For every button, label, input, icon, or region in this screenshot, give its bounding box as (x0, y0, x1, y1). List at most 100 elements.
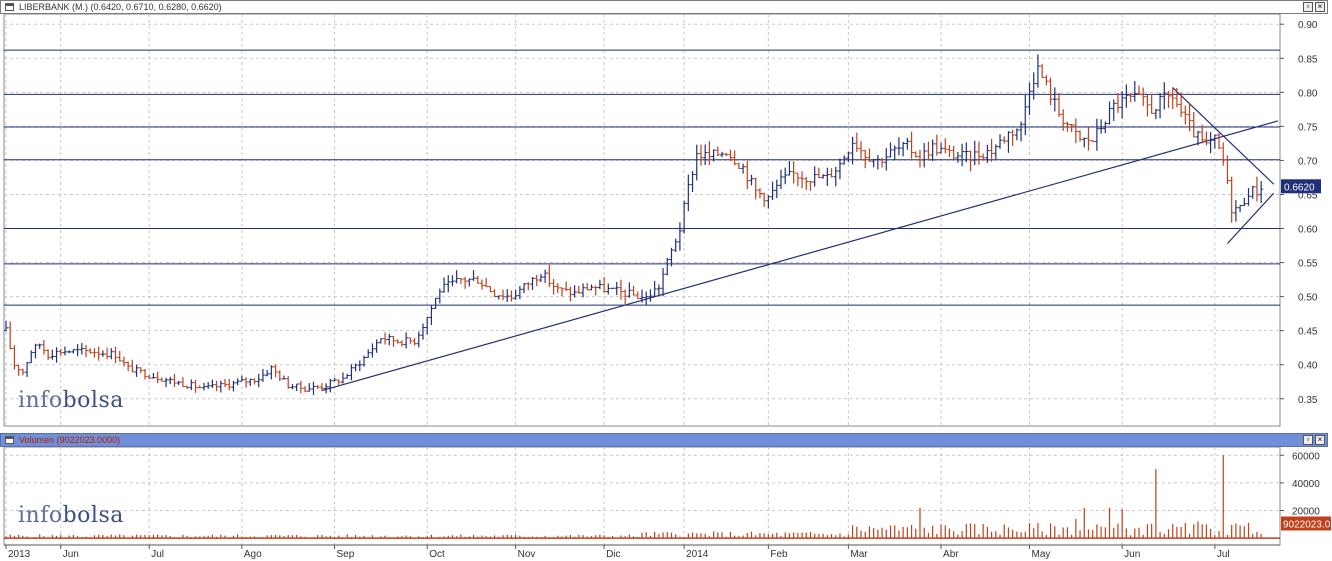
price-ohlc-bar (273, 364, 278, 378)
price-ohlc-bar (1010, 129, 1015, 147)
price-ohlc-bar (16, 364, 21, 376)
price-ohlc-bar (922, 143, 927, 168)
price-ohlc-bar (391, 335, 396, 347)
price-ohlc-bar (774, 179, 779, 199)
price-ohlc-bar (859, 141, 864, 161)
price-ohlc-bar (770, 181, 775, 201)
volume-last-label: 9022023.0 (1283, 519, 1331, 530)
price-ohlc-bar (517, 286, 522, 300)
price-ohlc-bar (46, 349, 51, 361)
price-ohlc-bar (589, 284, 594, 291)
price-ohlc-bar (652, 280, 657, 297)
price-ohlc-bar (711, 149, 716, 162)
price-ohlc-bar (543, 269, 548, 283)
price-ohlc-bar (1094, 118, 1099, 151)
price-ohlc-bar (635, 291, 640, 299)
price-ohlc-bar (387, 333, 392, 346)
volume-y-tick-label: 40000 (1292, 479, 1320, 490)
price-ohlc-bar (315, 385, 320, 389)
price-ohlc-bar (564, 281, 569, 291)
price-ohlc-bar (673, 238, 678, 252)
price-ohlc-bar (151, 373, 156, 379)
price-ohlc-bar (501, 289, 506, 301)
x-axis-tick-label: Sep (337, 549, 355, 560)
price-ohlc-bar (54, 347, 59, 363)
price-ohlc-bar (138, 367, 143, 374)
price-ohlc-bar (1120, 91, 1125, 119)
price-ohlc-bar (479, 279, 484, 290)
price-ohlc-bar (1082, 137, 1087, 148)
price-ohlc-bar (715, 146, 720, 157)
price-y-tick-label: 0.35 (1298, 395, 1318, 406)
price-ohlc-bar (901, 141, 906, 157)
price-ohlc-bar (677, 222, 682, 251)
price-ohlc-bar (644, 291, 649, 305)
price-ohlc-bar (559, 287, 564, 297)
price-ohlc-bar (1145, 94, 1150, 117)
price-panel-titlebar: LIBERBANK (M.) (0.6420, 0.6710, 0.6280, … (0, 0, 1328, 14)
price-ohlc-bar (505, 289, 510, 302)
price-ohlc-bar (947, 144, 952, 158)
price-ohlc-bar (985, 144, 990, 163)
price-ohlc-bar (429, 305, 434, 326)
price-ohlc-bar (1035, 54, 1040, 88)
close-icon[interactable]: × (1315, 2, 1325, 12)
price-ohlc-bar (703, 144, 708, 166)
price-ohlc-bar (1103, 121, 1108, 134)
price-ohlc-bar (1162, 82, 1167, 110)
x-axis-tick-label: Oct (429, 549, 445, 560)
price-ohlc-bar (572, 285, 577, 298)
price-ohlc-bar (917, 149, 922, 168)
volume-window-icon (5, 436, 14, 444)
x-axis-tick-label: Feb (770, 549, 788, 560)
price-ohlc-bar (766, 195, 771, 209)
price-ohlc-bar (682, 200, 687, 234)
price-ohlc-bar (1212, 134, 1217, 149)
price-ohlc-bar (4, 321, 8, 332)
price-ohlc-bar (58, 348, 63, 356)
price-panel-title: LIBERBANK (M.) (0.6420, 0.6710, 0.6280, … (19, 2, 222, 12)
price-ohlc-bar (1124, 84, 1129, 108)
price-ohlc-bar (648, 289, 653, 302)
price-y-tick-label: 0.60 (1298, 225, 1318, 236)
volume-close-icon[interactable]: × (1315, 435, 1325, 445)
price-ohlc-bar (147, 374, 152, 380)
price-y-tick-label: 0.40 (1298, 361, 1318, 372)
price-ohlc-bar (1031, 72, 1036, 100)
price-ohlc-bar (370, 343, 375, 358)
price-ohlc-bar (1027, 82, 1032, 116)
price-ohlc-bar (1111, 99, 1116, 121)
price-ohlc-bar (930, 139, 935, 162)
price-ohlc-bar (92, 348, 97, 358)
price-ohlc-bar (210, 379, 215, 388)
price-ohlc-bar (1208, 132, 1213, 154)
price-ohlc-bar (29, 350, 34, 364)
price-ohlc-bar (686, 174, 691, 212)
restore-icon[interactable]: ▫ (1303, 2, 1313, 12)
price-ohlc-bar (290, 384, 295, 390)
price-y-tick-label: 0.80 (1298, 88, 1318, 99)
price-ohlc-bar (113, 346, 118, 364)
price-ohlc-bar (366, 349, 371, 359)
price-ohlc-bar (1233, 199, 1238, 222)
price-ohlc-bar (121, 356, 126, 367)
price-ohlc-bar (467, 278, 472, 287)
price-ohlc-bar (795, 172, 800, 187)
price-ohlc-bar (374, 339, 379, 353)
x-axis-tick-label: Dic (606, 549, 620, 560)
price-ohlc-bar (126, 361, 131, 372)
price-ohlc-bar (989, 138, 994, 162)
price-ohlc-bar (741, 163, 746, 174)
price-ohlc-bar (1048, 77, 1053, 106)
volume-y-tick-label: 20000 (1292, 506, 1320, 517)
price-last-label-bg (1281, 179, 1321, 194)
volume-panel-titlebar: Volumen (9022023.0000) ▫ × (0, 433, 1328, 447)
price-ohlc-bar (509, 290, 514, 302)
price-ohlc-bar (8, 321, 13, 350)
price-ohlc-bar (1149, 93, 1154, 114)
price-ohlc-bar (850, 136, 855, 165)
volume-panel: Volumen (9022023.0000) ▫ × 20000 40000 600… (0, 431, 1332, 561)
volume-restore-icon[interactable]: ▫ (1303, 435, 1313, 445)
price-ohlc-bar (50, 349, 55, 360)
price-ohlc-bar (1191, 111, 1196, 138)
